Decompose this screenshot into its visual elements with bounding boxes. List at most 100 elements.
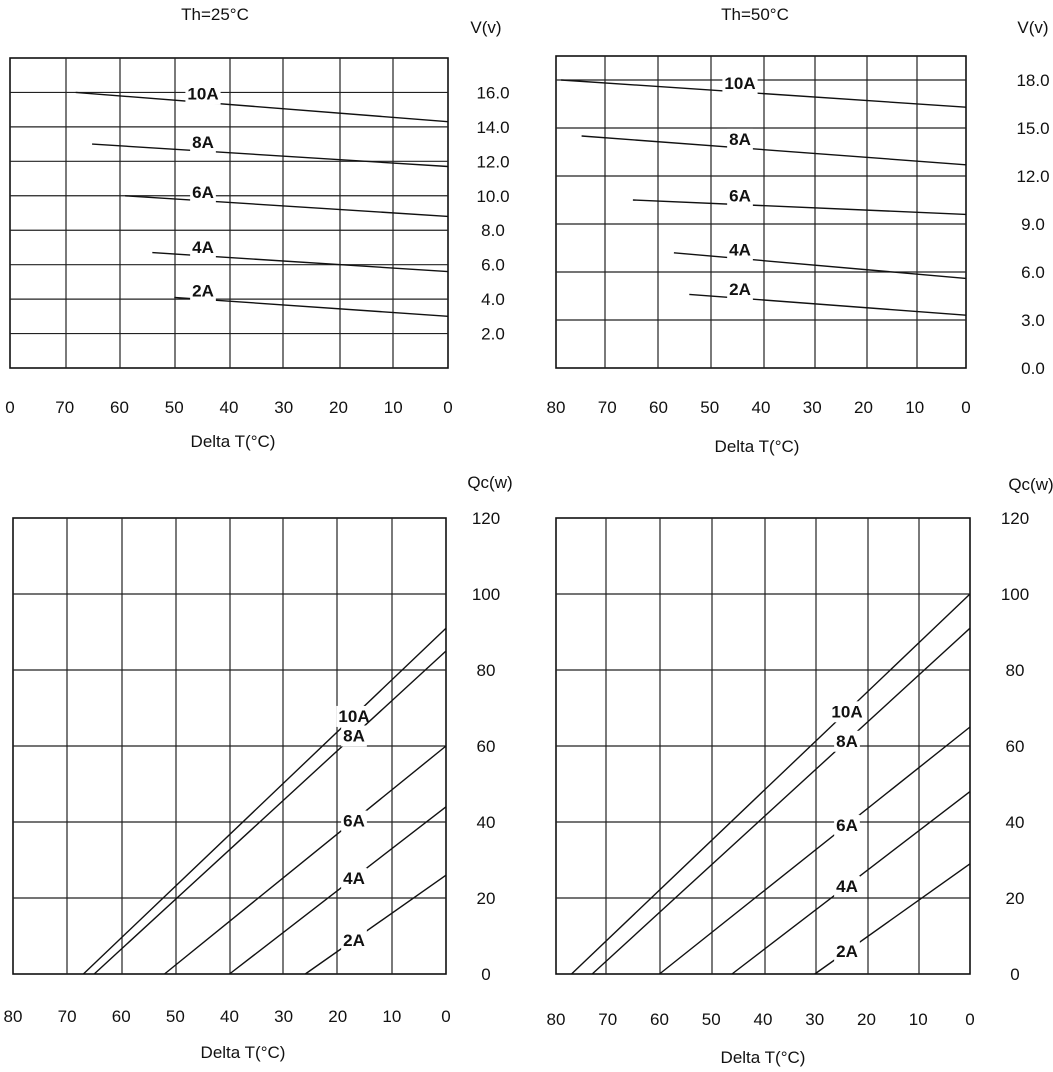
series-label-background: [341, 929, 367, 951]
series-label-background: [336, 705, 372, 727]
y-tick-label: 6.0: [481, 256, 505, 275]
y-tick-label: 14.0: [476, 118, 509, 137]
series-label-10A: 10A: [338, 707, 369, 726]
y-tick-label: 9.0: [1021, 215, 1045, 234]
series-label-8A: 8A: [192, 133, 214, 152]
x-axis-label: Delta T(°C): [715, 437, 800, 456]
x-tick-label: 80: [4, 1007, 23, 1026]
chart-title: Th=50°C: [721, 5, 789, 24]
x-tick-label: 40: [220, 398, 239, 417]
x-tick-label: 50: [700, 398, 719, 417]
y-tick-label: 16.0: [476, 83, 509, 102]
y-axis-label: V(v): [1017, 18, 1048, 37]
series-label-background: [834, 941, 860, 963]
series-label-4A: 4A: [192, 238, 214, 257]
series-label-background: [829, 701, 865, 723]
series-line-6A: [659, 726, 971, 975]
series-label-background: [727, 128, 753, 150]
x-tick-label: 60: [110, 398, 129, 417]
series-label-2A: 2A: [729, 280, 751, 299]
series-label-4A: 4A: [343, 869, 365, 888]
x-tick-label: 0: [5, 398, 14, 417]
series-label-background: [834, 814, 860, 836]
y-tick-label: 12.0: [476, 152, 509, 171]
series-line-8A: [92, 143, 449, 168]
chart-v-th25: Th=25°C V(v) Delta T(°C) 16.0 14.0 12.0 10.0 8.…: [5, 5, 509, 451]
series-line-8A: [591, 627, 971, 975]
x-tick-label: 40: [752, 398, 771, 417]
series-line-8A: [93, 650, 447, 975]
series-line-4A: [229, 806, 447, 975]
x-tick-label: 10: [909, 1010, 928, 1029]
y-tick-label: 60: [477, 737, 496, 756]
y-tick-label: 4.0: [481, 290, 505, 309]
x-tick-label: 10: [384, 398, 403, 417]
series-label-background: [341, 867, 367, 889]
x-tick-label: 0: [961, 398, 970, 417]
y-axis-label: V(v): [470, 18, 501, 37]
x-tick-label: 80: [547, 398, 566, 417]
x-tick-label: 0: [443, 398, 452, 417]
x-tick-label: 20: [854, 398, 873, 417]
series-label-background: [834, 875, 860, 897]
series-label-background: [727, 279, 753, 301]
series-line-6A: [164, 745, 447, 975]
y-tick-label: 15.0: [1016, 119, 1049, 138]
series-label-background: [190, 236, 216, 258]
y-tick-label: 40: [477, 813, 496, 832]
series-label-6A: 6A: [836, 816, 858, 835]
series-label-background: [190, 132, 216, 154]
series-label-4A: 4A: [836, 877, 858, 896]
x-tick-label: 30: [274, 398, 293, 417]
y-tick-label: 12.0: [1016, 167, 1049, 186]
x-tick-label: 0: [965, 1010, 974, 1029]
y-tick-label: 8.0: [481, 221, 505, 240]
series-label-2A: 2A: [192, 281, 214, 300]
y-tick-label: 6.0: [1021, 263, 1045, 282]
series-label-background: [190, 280, 216, 302]
x-axis-label: Delta T(°C): [191, 432, 276, 451]
y-tick-label: 40: [1006, 813, 1025, 832]
y-tick-label: 120: [472, 509, 500, 528]
x-tick-label: 10: [382, 1007, 401, 1026]
plot-frame: [9, 57, 449, 369]
y-tick-label: 20: [477, 889, 496, 908]
x-axis-label: Delta T(°C): [721, 1048, 806, 1067]
plot-frame: [555, 55, 967, 369]
chart-title: Th=25°C: [181, 5, 249, 24]
series-label-6A: 6A: [343, 812, 365, 831]
x-tick-label: 80: [547, 1010, 566, 1029]
x-tick-label: 40: [220, 1007, 239, 1026]
x-tick-label: 10: [905, 398, 924, 417]
y-tick-label: 18.0: [1016, 71, 1049, 90]
y-axis-label: Qc(w): [467, 473, 512, 492]
y-tick-label: 100: [472, 585, 500, 604]
chart-v-th50: Th=50°C V(v) Delta T(°C) 18.0 15.0 12.0 9.0 6.0…: [547, 5, 1050, 456]
series-line-10A: [571, 593, 971, 975]
series-line-8A: [581, 135, 967, 166]
y-tick-label: 100: [1001, 585, 1029, 604]
x-tick-label: 50: [702, 1010, 721, 1029]
x-tick-label: 70: [598, 1010, 617, 1029]
series-label-6A: 6A: [192, 183, 214, 202]
y-tick-label: 10.0: [476, 187, 509, 206]
x-tick-label: 50: [165, 398, 184, 417]
series-label-2A: 2A: [836, 942, 858, 961]
series-line-10A: [561, 79, 967, 108]
y-tick-label: 60: [1006, 737, 1025, 756]
y-axis-label: Qc(w): [1008, 475, 1053, 494]
series-label-6A: 6A: [729, 187, 751, 206]
series-line-2A: [304, 874, 447, 975]
x-tick-label: 60: [649, 398, 668, 417]
x-tick-label: 20: [857, 1010, 876, 1029]
series-line-2A: [174, 296, 449, 317]
series-label-background: [341, 810, 367, 832]
series-line-10A: [82, 627, 447, 975]
x-tick-label: 70: [598, 398, 617, 417]
y-tick-label: 3.0: [1021, 311, 1045, 330]
x-tick-label: 30: [805, 1010, 824, 1029]
series-label-8A: 8A: [343, 726, 365, 745]
series-line-6A: [124, 195, 449, 218]
